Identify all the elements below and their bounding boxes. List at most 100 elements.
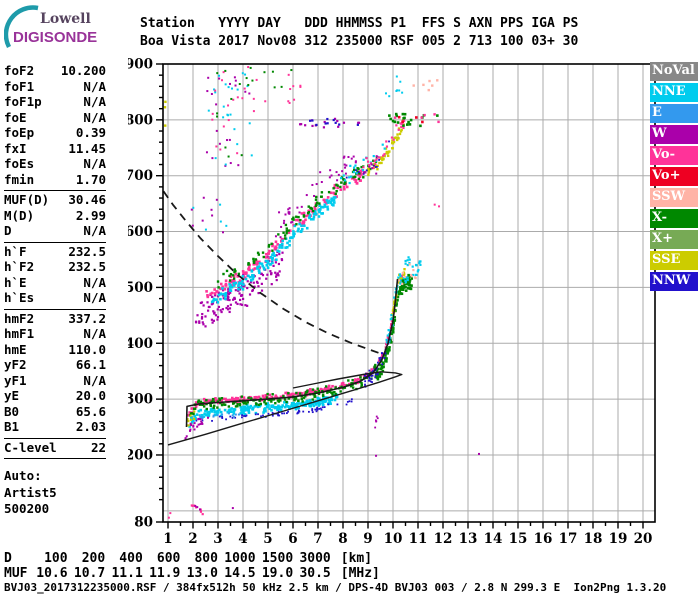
param-value: 10.200 <box>60 63 106 78</box>
legend-label: X- <box>652 209 668 225</box>
svg-text:7: 7 <box>313 531 322 547</box>
svg-text:4: 4 <box>238 531 247 547</box>
svg-text:14: 14 <box>484 531 503 547</box>
param-value: 20.0 <box>75 388 106 403</box>
param-row-foF1p: foF1p N/A <box>4 94 106 110</box>
param-row-MUF(D): MUF(D) 30.46 <box>4 192 106 208</box>
param-row-hmF2: hmF2 337.2 <box>4 311 106 327</box>
legend-label: Vo- <box>652 146 675 162</box>
d-row-value: 3000 <box>299 551 331 566</box>
legend-label: Vo+ <box>652 167 681 183</box>
ionogram-chart: 1 2 3 4 5 6 7 8 9 10 11 12 13 14 15 16 17 18 19 20 900 800 700… <box>125 56 694 556</box>
muf-row-value: 10.7 <box>73 565 106 581</box>
legend-item-E: E <box>650 104 698 123</box>
param-label: hmF2 <box>4 310 35 326</box>
param-label: M(D) <box>4 207 35 223</box>
svg-text:2: 2 <box>188 531 197 547</box>
param-row-yE: yE 20.0 <box>4 388 106 404</box>
muf-row-unit: [MHz] <box>340 565 380 581</box>
muf-row-value: 30.5 <box>299 565 331 581</box>
param-label: foF2 <box>4 63 35 78</box>
param-row-h`F2: h`F2 232.5 <box>4 259 106 275</box>
param-label: B0 <box>4 403 20 419</box>
svg-text:12: 12 <box>434 531 453 547</box>
svg-text:200: 200 <box>128 447 153 463</box>
param-label: B1 <box>4 419 20 434</box>
param-value: 11.45 <box>68 140 106 156</box>
param-label: D <box>4 223 12 238</box>
param-label: hmE <box>4 341 27 357</box>
param-row-foEs: foEs N/A <box>4 156 106 172</box>
d-row-value: 1500 <box>261 551 294 566</box>
svg-text:600: 600 <box>128 224 153 240</box>
param-label: fxI <box>4 140 27 156</box>
legend-item-W: W <box>650 125 698 144</box>
d-row-value: 600 <box>156 551 181 566</box>
param-row-hmF1: hmF1 N/A <box>4 326 106 342</box>
param-value: 232.5 <box>68 259 106 274</box>
muf-row-value: 19.0 <box>261 565 294 581</box>
param-label: h`Es <box>4 290 35 305</box>
d-row-value: 800 <box>194 551 218 566</box>
svg-text:700: 700 <box>128 168 153 184</box>
param-row-fxI: fxI 11.45 <box>4 141 106 157</box>
param-value: 30.46 <box>68 192 106 207</box>
param-row-D: D N/A <box>4 223 106 239</box>
logo-text-lowell: Lowell <box>40 11 91 27</box>
svg-text:15: 15 <box>509 531 528 547</box>
svg-text:18: 18 <box>584 531 603 547</box>
param-row-C-level: C-level 22 <box>4 440 106 456</box>
legend-label: E <box>652 104 662 120</box>
param-value: N/A <box>83 223 106 238</box>
param-group: C-level 22 <box>4 437 106 459</box>
legend-label: W <box>652 125 667 141</box>
param-value: 1.70 <box>75 171 106 187</box>
legend-label: NNW <box>652 272 691 288</box>
svg-text:11: 11 <box>409 531 428 547</box>
logo-text-digisonde: DIGISONDE <box>13 29 98 46</box>
param-value: N/A <box>83 372 106 388</box>
autoscaling-info-line: 500200 <box>4 501 50 516</box>
param-row-h`E: h`E N/A <box>4 275 106 291</box>
svg-text:8: 8 <box>338 531 347 547</box>
legend-item-Vo-: Vo- <box>650 146 698 165</box>
muf-row: MUF 10.6 10.7 11.1 11.9 13.0 14.5 19.0 30.5 [MHz] <box>4 565 380 582</box>
param-row-B1: B1 2.03 <box>4 419 106 435</box>
autoscaling-info: Auto: Artist5 500200 <box>4 468 106 518</box>
svg-text:5: 5 <box>263 531 272 547</box>
svg-text:80: 80 <box>134 515 153 531</box>
autoscaling-info-line: Artist5 <box>4 484 57 500</box>
parameter-panel: foF2 10.200 foF1 N/A foF1p N/A foE N/A foEp 0.39 f… <box>4 62 106 518</box>
d-row: D 100 200 400 600 800 1000 1500 3000 [km] <box>4 551 380 567</box>
param-value: 0.39 <box>75 125 106 140</box>
param-group: foF2 10.200 foF1 N/A foF1p N/A foE N/A foEp 0.39 f… <box>4 62 106 190</box>
param-row-B0: B0 65.6 <box>4 404 106 420</box>
param-value: 65.6 <box>75 403 106 419</box>
svg-text:1: 1 <box>163 531 172 547</box>
header-line2: Boa Vista 2017 Nov08 312 235000 RSF 005 … <box>140 34 579 49</box>
param-value: 232.5 <box>68 243 106 259</box>
param-value: N/A <box>83 326 106 341</box>
d-row-value: 400 <box>119 551 143 566</box>
svg-text:16: 16 <box>534 531 553 547</box>
logo-arc-icon <box>4 5 39 49</box>
station-header: Station YYYY DAY DDD HHMMSS P1 FFS S AXN… <box>140 15 578 51</box>
legend-label: SSW <box>652 188 686 204</box>
autoscaling-info-line: Auto: <box>4 468 42 483</box>
param-label: MUF(D) <box>4 192 50 207</box>
legend-item-SSE: SSE <box>650 251 698 270</box>
d-row-unit: [km] <box>340 551 373 566</box>
direction-legend: NoVal NNE E W Vo- Vo+ SSW X- X+ SSE NNW <box>650 62 698 293</box>
muf-row-value: 11.1 <box>111 565 143 581</box>
svg-text:9: 9 <box>363 531 372 547</box>
status-line: BVJ03_2017312235000.RSF / 384fx512h 50 k… <box>4 581 667 594</box>
param-label: h`E <box>4 274 27 290</box>
param-row-fmin: fmin 1.70 <box>4 172 106 188</box>
param-label: foF1 <box>4 78 35 94</box>
param-row-foF2: foF2 10.200 <box>4 63 106 79</box>
svg-text:400: 400 <box>128 336 153 352</box>
param-value: N/A <box>83 109 106 125</box>
muf-row-label: MUF <box>4 565 28 581</box>
legend-item-NNE: NNE <box>650 83 698 102</box>
param-label: C-level <box>4 439 57 455</box>
